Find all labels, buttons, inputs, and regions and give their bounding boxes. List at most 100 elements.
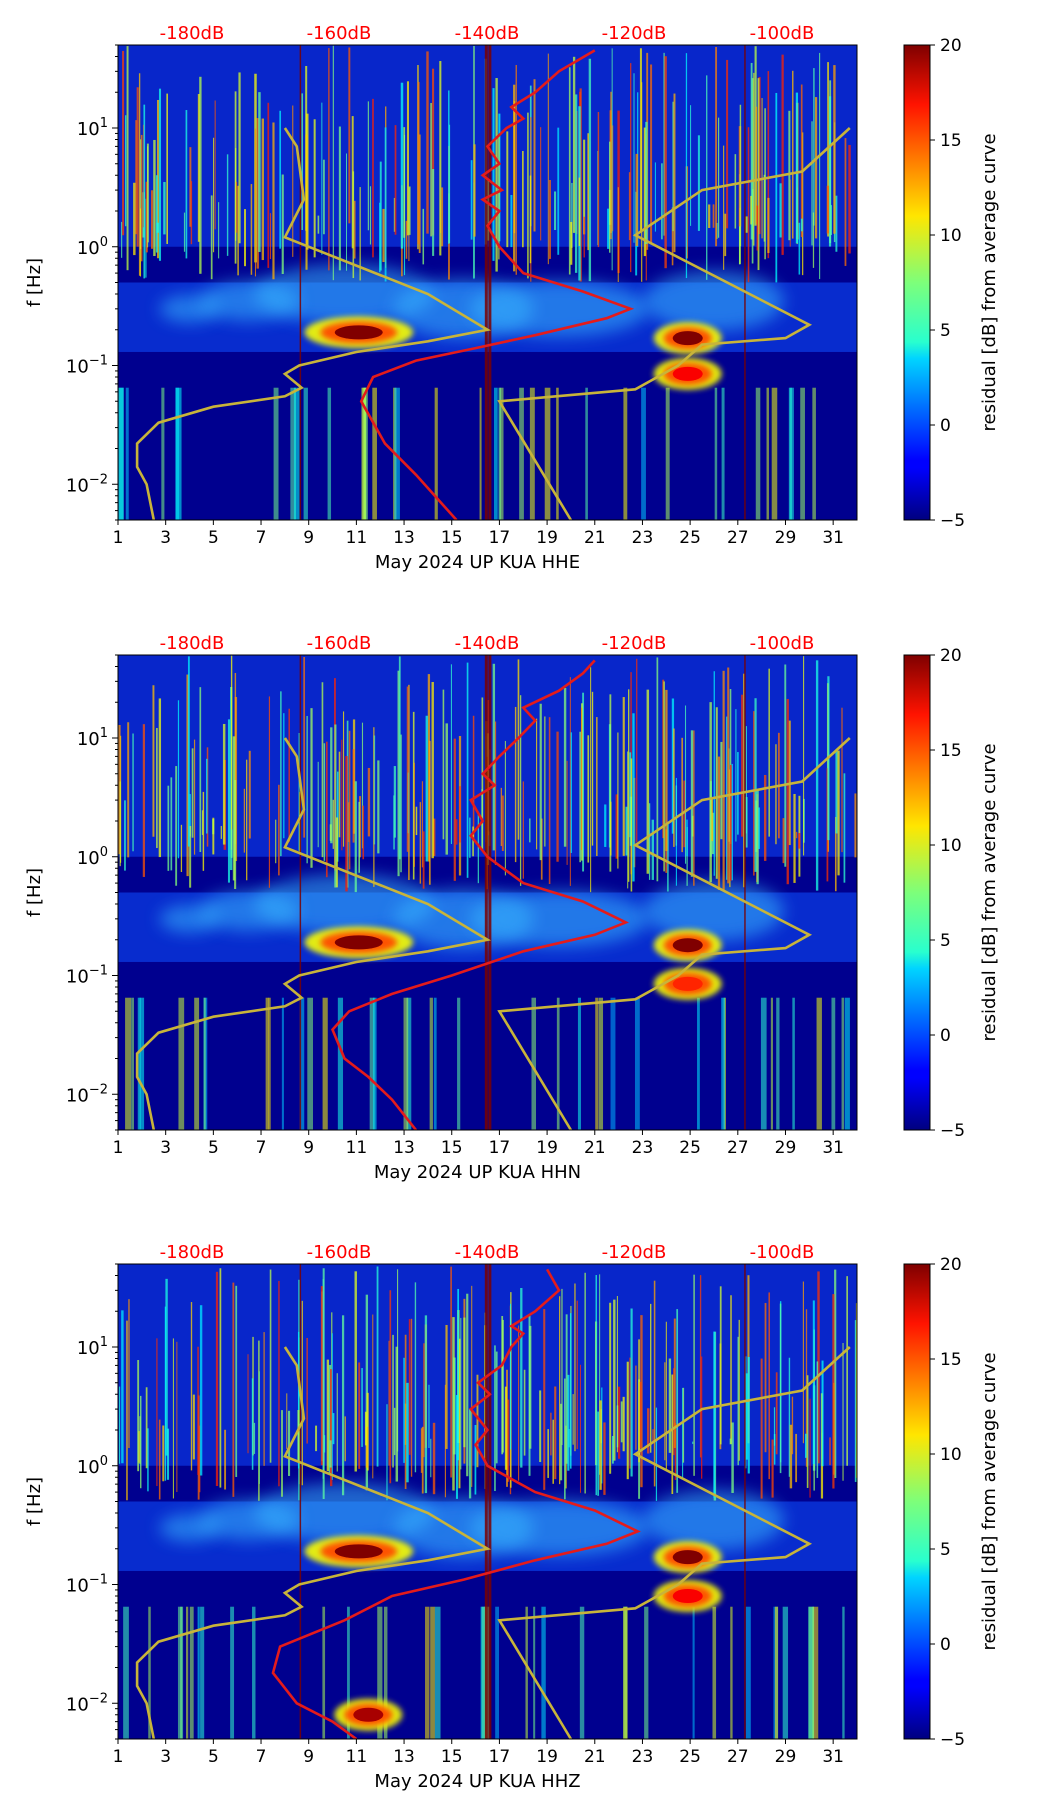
x-tick-label: 19 [536, 528, 558, 548]
colorbar-tick-label: 0 [940, 1026, 951, 1046]
colorbar-tick-label: 5 [940, 931, 951, 951]
x-tick-label: 31 [822, 1747, 844, 1767]
x-tick-label: 1 [113, 1138, 124, 1158]
colorbar-tick-label: 0 [940, 1635, 951, 1655]
top-db-label: -120dB [602, 1242, 667, 1263]
x-tick-label: 7 [256, 1138, 267, 1158]
x-tick-label: 11 [346, 1747, 368, 1767]
model-curve-low [135, 127, 492, 520]
x-tick-label: 29 [775, 1138, 797, 1158]
hotspot [353, 1707, 384, 1722]
x-tick-label: 9 [303, 528, 314, 548]
top-db-label: -180dB [160, 1242, 225, 1263]
colorbar-tick-label: 15 [940, 1350, 962, 1370]
top-db-label: -180dB [160, 23, 225, 44]
y-tick-label: 10−1 [66, 354, 108, 378]
x-tick-label: 13 [393, 1138, 415, 1158]
y-axis-label: f [Hz] [24, 868, 45, 917]
model-curve-low [135, 1346, 492, 1739]
x-tick-label: 23 [632, 1138, 654, 1158]
colorbar-tick-label: −5 [940, 1121, 965, 1141]
colorbar-tick-label: 5 [940, 321, 951, 341]
colorbar-label: residual [dB] from average curve [979, 743, 1000, 1041]
x-tick-label: 25 [679, 1747, 701, 1767]
hotspot [672, 331, 703, 346]
y-tick-label: 10−2 [66, 1082, 108, 1106]
colorbar-tick-label: 15 [940, 131, 962, 151]
hotspot [334, 1544, 383, 1559]
y-tick-label: 100 [77, 235, 108, 259]
colorbar-label: residual [dB] from average curve [979, 1352, 1000, 1650]
mean-curve [330, 659, 630, 1130]
x-tick-label: 21 [584, 1747, 606, 1767]
top-db-label: -180dB [160, 633, 225, 654]
x-tick-label: 7 [256, 1747, 267, 1767]
model-curve-high [497, 737, 851, 1130]
y-axis-label: f [Hz] [24, 1477, 45, 1526]
x-tick-label: 19 [536, 1747, 558, 1767]
colorbar: 20 15 10 5 0 −5 residual [dB] from average cur… [903, 1255, 1000, 1750]
top-db-label: -100dB [750, 23, 815, 44]
colorbar-tick-label: 5 [940, 1540, 951, 1560]
top-db-label: -100dB [750, 1242, 815, 1263]
colorbar-tick-label: 10 [940, 836, 962, 856]
x-tick-label: 17 [489, 528, 511, 548]
panel-3: 1 3 5 7 9 11 13 15 17 19 21 23 25 27 29 3110110010−110−… [24, 1242, 1000, 1792]
x-tick-label: 25 [679, 1138, 701, 1158]
x-axis-label: May 2024 UP KUA HHN [374, 1162, 581, 1183]
heatmap-area [118, 655, 857, 1130]
top-db-label: -140dB [455, 633, 520, 654]
y-tick-label: 10−2 [66, 472, 108, 496]
panel-2: 1 3 5 7 9 11 13 15 17 19 21 23 25 27 29 3110110010−110−… [24, 633, 1000, 1183]
x-tick-label: 23 [632, 1747, 654, 1767]
x-tick-label: 21 [584, 1138, 606, 1158]
colorbar-tick-label: 20 [940, 646, 962, 666]
x-tick-label: 29 [775, 528, 797, 548]
hotspot [672, 1550, 703, 1565]
colorbar-tick-label: 0 [940, 416, 951, 436]
mean-curve [271, 1268, 641, 1739]
x-tick-label: 1 [113, 1747, 124, 1767]
x-tick-label: 27 [727, 1138, 749, 1158]
hotspot [672, 1589, 703, 1604]
x-tick-label: 31 [822, 528, 844, 548]
top-db-label: -160dB [307, 633, 372, 654]
colorbar-label: residual [dB] from average curve [979, 133, 1000, 431]
y-tick-label: 10−2 [66, 1691, 108, 1715]
x-tick-label: 23 [632, 528, 654, 548]
x-tick-label: 3 [160, 1138, 171, 1158]
model-curve-low [135, 737, 492, 1130]
heatmap-area [118, 45, 857, 520]
top-db-label: -120dB [602, 633, 667, 654]
colorbar-tick-label: −5 [940, 1730, 965, 1750]
colorbar-tick-label: 10 [940, 226, 962, 246]
x-tick-label: 5 [208, 528, 219, 548]
hotspot [334, 325, 383, 340]
model-curve-high [497, 127, 851, 520]
x-tick-label: 7 [256, 528, 267, 548]
x-tick-label: 29 [775, 1747, 797, 1767]
colorbar-tick-label: 10 [940, 1445, 962, 1465]
top-db-label: -120dB [602, 23, 667, 44]
colorbar-tick-label: 20 [940, 36, 962, 56]
panel-1: 1 3 5 7 9 11 13 15 17 19 21 23 25 27 29 3110110010−110−… [24, 23, 1000, 573]
x-tick-label: 17 [489, 1747, 511, 1767]
top-db-label: -140dB [455, 1242, 520, 1263]
y-tick-label: 100 [77, 1454, 108, 1478]
y-tick-label: 101 [77, 116, 108, 140]
x-tick-label: 11 [346, 1138, 368, 1158]
x-tick-label: 21 [584, 528, 606, 548]
x-tick-label: 31 [822, 1138, 844, 1158]
heatmap-area [118, 1264, 857, 1739]
top-db-label: -140dB [455, 23, 520, 44]
x-tick-label: 17 [489, 1138, 511, 1158]
y-tick-label: 101 [77, 726, 108, 750]
x-tick-label: 13 [393, 1747, 415, 1767]
x-tick-label: 25 [679, 528, 701, 548]
colorbar: 20 15 10 5 0 −5 residual [dB] from average cur… [903, 646, 1000, 1141]
colorbar-tick-label: 15 [940, 741, 962, 761]
x-tick-label: 13 [393, 528, 415, 548]
mean-curve [359, 49, 635, 520]
hotspot [672, 976, 703, 991]
